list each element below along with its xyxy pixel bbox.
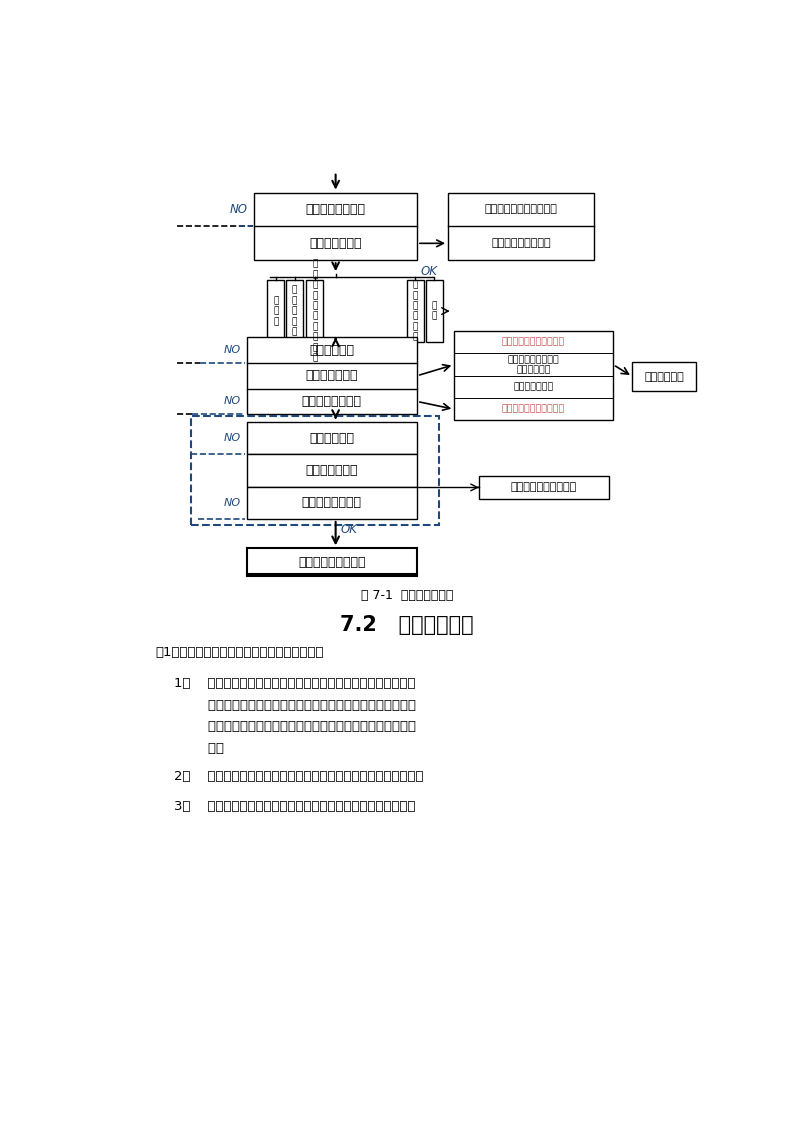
Bar bbox=[268, 281, 284, 341]
Text: NO: NO bbox=[224, 396, 241, 407]
Bar bbox=[254, 192, 417, 261]
Text: 监理工程师预验: 监理工程师预验 bbox=[306, 464, 358, 477]
Text: NO: NO bbox=[230, 203, 248, 216]
Text: （1）基础验收前的岩面处理应符合下列要求：: （1）基础验收前的岩面处理应符合下列要求： bbox=[155, 647, 323, 659]
Text: 工缺陷处理存在疑问需其他各方确定处理措施时，可及时向: 工缺陷处理存在疑问需其他各方确定处理措施时，可及时向 bbox=[174, 699, 415, 712]
Text: 案。: 案。 bbox=[174, 742, 224, 755]
Text: 联合验收小组初验: 联合验收小组初验 bbox=[302, 395, 362, 408]
Text: 基础开挖施工质量自检表: 基础开挖施工质量自检表 bbox=[484, 204, 557, 214]
Text: NO: NO bbox=[224, 433, 241, 444]
Text: 声
波
测
试
布
孔
（
加
密
）: 声 波 测 试 布 孔 （ 加 密 ） bbox=[312, 259, 318, 363]
Text: OK: OK bbox=[341, 523, 357, 537]
Text: 承建单位自检合格: 承建单位自检合格 bbox=[306, 203, 365, 216]
Text: 有关单位提出，要求有关单位进行现场勘察，确定其处理方: 有关单位提出，要求有关单位进行现场勘察，确定其处理方 bbox=[174, 720, 415, 733]
Text: 建基面弹性波测试报
告（加重要）: 建基面弹性波测试报 告（加重要） bbox=[507, 355, 560, 374]
Text: 3）    开挖面突出的岩体应修成平滑状，边坡、马道及平台部位的: 3） 开挖面突出的岩体应修成平滑状，边坡、马道及平台部位的 bbox=[174, 801, 415, 813]
Text: 基础开挖施工质量自检表: 基础开挖施工质量自检表 bbox=[502, 338, 565, 347]
Text: 图 7-1  基础验收流程图: 图 7-1 基础验收流程图 bbox=[360, 590, 453, 603]
Text: 联合验收小组终验: 联合验收小组终验 bbox=[302, 496, 362, 510]
Bar bbox=[246, 486, 417, 519]
Bar bbox=[479, 476, 609, 499]
Text: 提交地质编录申请单: 提交地质编录申请单 bbox=[491, 238, 551, 248]
Bar bbox=[246, 337, 417, 414]
Bar bbox=[246, 548, 417, 576]
Text: OK: OK bbox=[421, 265, 437, 277]
Text: 2）    基础岩面（地基、边坡）的陡坡及反坡处理需符合设计要求。: 2） 基础岩面（地基、边坡）的陡坡及反坡处理需符合设计要求。 bbox=[174, 769, 423, 783]
Text: 1）    基础按设计要求开挖完成后，对揭露的地质缺陷和存在的施: 1） 基础按设计要求开挖完成后，对揭露的地质缺陷和存在的施 bbox=[174, 677, 415, 691]
Text: 地质及施工缺陷鉴定表: 地质及施工缺陷鉴定表 bbox=[511, 483, 577, 492]
Text: 签发基础验收合格证: 签发基础验收合格证 bbox=[298, 556, 365, 568]
Text: 施
工
地
形
图: 施 工 地 形 图 bbox=[292, 285, 297, 337]
Bar bbox=[286, 281, 303, 341]
Text: 监理工程师初检: 监理工程师初检 bbox=[310, 237, 362, 249]
Text: NO: NO bbox=[224, 497, 241, 508]
Text: 基础验收申请: 基础验收申请 bbox=[309, 431, 354, 445]
Bar bbox=[633, 362, 696, 391]
Text: 监理工程师初验: 监理工程师初验 bbox=[306, 369, 358, 382]
Bar bbox=[191, 416, 439, 526]
Text: 7.2   基础验收准备: 7.2 基础验收准备 bbox=[340, 615, 474, 636]
Text: 基础验收申报表: 基础验收申报表 bbox=[514, 383, 553, 392]
Text: 超
重
波
测
试
孔: 超 重 波 测 试 孔 bbox=[413, 281, 418, 341]
Text: NO: NO bbox=[224, 345, 241, 355]
Bar bbox=[426, 281, 442, 341]
Bar bbox=[448, 192, 594, 261]
Bar bbox=[454, 331, 613, 420]
Text: 基础验收申请: 基础验收申请 bbox=[309, 344, 354, 357]
Text: 基础开挖联合检验签证表: 基础开挖联合检验签证表 bbox=[502, 404, 565, 413]
Text: 检测单位提供: 检测单位提供 bbox=[645, 372, 684, 382]
Text: 声
波: 声 波 bbox=[431, 301, 437, 321]
Bar bbox=[246, 455, 417, 486]
Bar bbox=[246, 422, 417, 455]
Bar bbox=[407, 281, 424, 341]
Bar bbox=[306, 281, 323, 341]
Text: 地
质
编: 地 质 编 bbox=[273, 296, 279, 326]
